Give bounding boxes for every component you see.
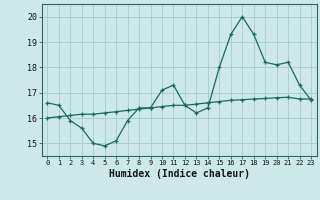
X-axis label: Humidex (Indice chaleur): Humidex (Indice chaleur)	[109, 169, 250, 179]
